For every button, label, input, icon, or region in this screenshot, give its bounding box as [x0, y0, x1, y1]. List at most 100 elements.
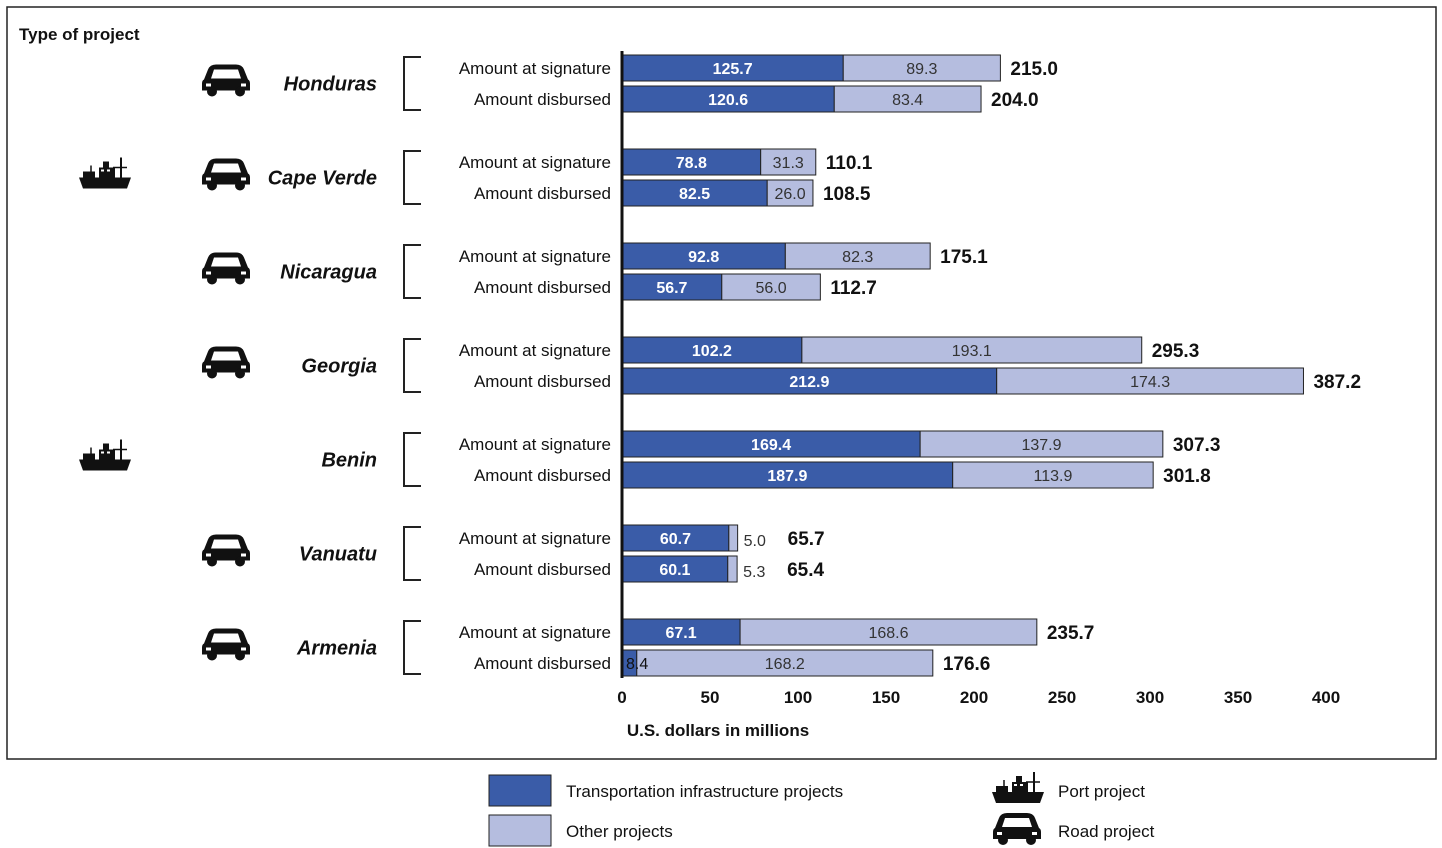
- bar-other: [728, 524, 739, 552]
- value-label-total: 110.1: [826, 153, 873, 174]
- legend-label-transport: Transportation infrastructure projects: [566, 782, 843, 801]
- car-icon: [202, 534, 250, 567]
- ship-icon: [78, 156, 132, 190]
- bar-label: Amount disbursed: [474, 90, 611, 109]
- value-label-transport: 187.9: [767, 468, 807, 485]
- value-label-other: 31.3: [773, 155, 804, 172]
- bar-other: [919, 430, 1164, 458]
- bracket: [403, 432, 421, 487]
- value-label-total: 387.2: [1313, 372, 1361, 393]
- x-tick-label: 300: [1136, 688, 1164, 707]
- bar-label: Amount at signature: [459, 59, 611, 78]
- country-label: Vanuatu: [299, 544, 377, 566]
- country-label: Benin: [321, 450, 377, 472]
- ship-icon: [78, 438, 132, 472]
- value-label-total: 108.5: [823, 184, 871, 205]
- car-icon: [202, 628, 250, 661]
- bar-label: Amount at signature: [459, 623, 611, 642]
- country-group-cape-verde: Cape Verde Amount at signature 78.8 31.3 110…: [78, 148, 873, 207]
- bar-other: [801, 336, 1143, 364]
- car-icon: [202, 158, 250, 191]
- bar-other: [952, 461, 1154, 489]
- country-label: Georgia: [301, 356, 377, 378]
- bar-label: Amount disbursed: [474, 184, 611, 203]
- legend-label-road: Road project: [1058, 822, 1155, 841]
- bracket: [403, 338, 421, 393]
- value-label-transport: 60.1: [659, 562, 690, 579]
- value-label-transport: 125.7: [713, 61, 753, 78]
- chart-frame: [6, 6, 1437, 760]
- bar-label: Amount disbursed: [474, 654, 611, 673]
- legend: Transportation infrastructure projects O…: [488, 771, 1155, 847]
- value-label-transport: 212.9: [789, 374, 829, 391]
- value-label-other: 5.0: [744, 533, 766, 550]
- bar-label: Amount disbursed: [474, 278, 611, 297]
- country-label: Honduras: [284, 74, 377, 96]
- ship-icon: [991, 771, 1045, 804]
- bar-other: [636, 649, 934, 677]
- bar-transport: [621, 367, 998, 395]
- legend-swatch-transport: [488, 774, 552, 807]
- x-tick-label: 400: [1312, 688, 1340, 707]
- value-label-other: 137.9: [1021, 437, 1061, 454]
- value-label-transport: 92.8: [688, 249, 719, 266]
- bracket: [403, 244, 421, 299]
- value-label-other: 174.3: [1130, 374, 1170, 391]
- bracket: [403, 526, 421, 581]
- x-axis: 0 50 100 150 200 250 300 350 400: [617, 51, 1340, 707]
- value-label-transport: 78.8: [676, 155, 707, 172]
- value-label-transport: 60.7: [660, 531, 691, 548]
- value-label-transport: 120.6: [708, 92, 748, 109]
- value-label-other: 113.9: [1034, 468, 1073, 485]
- value-label-total: 175.1: [940, 247, 988, 268]
- value-label-transport: 102.2: [692, 343, 732, 360]
- bar-other: [842, 54, 1001, 82]
- country-group-benin: Benin Amount at signature 169.4 137.9 307.3 A…: [78, 430, 1221, 489]
- bar-transport: [621, 461, 954, 489]
- x-tick-label: 350: [1224, 688, 1252, 707]
- bar-label: Amount at signature: [459, 153, 611, 172]
- value-label-other: 168.6: [868, 625, 908, 642]
- country-group-nicaragua: Nicaragua Amount at signature 92.8 82.3 175.…: [202, 242, 988, 301]
- value-label-transport: 67.1: [665, 625, 696, 642]
- value-label-other: 82.3: [842, 249, 873, 266]
- x-tick-label: 100: [784, 688, 812, 707]
- value-label-total: 65.7: [788, 529, 825, 550]
- value-label-other: 89.3: [906, 61, 937, 78]
- bracket: [403, 56, 421, 111]
- bar-label: Amount at signature: [459, 435, 611, 454]
- bar-transport: [621, 336, 803, 364]
- bar-transport: [621, 54, 844, 82]
- legend-label-port: Port project: [1058, 782, 1145, 801]
- bar-other: [833, 85, 982, 113]
- bar-label: Amount disbursed: [474, 466, 611, 485]
- bar-other: [996, 367, 1304, 395]
- country-label: Armenia: [296, 638, 377, 660]
- country-group-vanuatu: Vanuatu Amount at signature 60.7 5.0 65.7 Amo…: [202, 524, 825, 583]
- bar-transport: [621, 273, 723, 301]
- bar-other: [739, 618, 1038, 646]
- bar-label: Amount disbursed: [474, 560, 611, 579]
- bar-other: [760, 148, 817, 176]
- x-tick-label: 150: [872, 688, 900, 707]
- country-group-armenia: Armenia Amount at signature 67.1 168.6 235.7…: [202, 618, 1094, 677]
- car-icon: [993, 813, 1041, 845]
- x-tick-label: 200: [960, 688, 988, 707]
- bar-label: Amount at signature: [459, 341, 611, 360]
- x-axis-label: U.S. dollars in millions: [627, 721, 809, 740]
- country-group-georgia: Georgia Amount at signature 102.2 193.1 295.…: [202, 336, 1361, 395]
- country-label: Cape Verde: [268, 168, 377, 190]
- bar-transport: [621, 618, 741, 646]
- value-label-total: 295.3: [1152, 341, 1200, 362]
- bracket: [403, 150, 421, 205]
- corner-label: Type of project: [19, 25, 140, 44]
- bar-other: [766, 179, 814, 207]
- car-icon: [202, 346, 250, 379]
- value-label-total: 176.6: [943, 654, 991, 675]
- bar-other: [784, 242, 931, 270]
- legend-label-other: Other projects: [566, 822, 673, 841]
- car-icon: [202, 252, 250, 285]
- value-label-other: 26.0: [775, 186, 806, 203]
- value-label-total: 307.3: [1173, 435, 1221, 456]
